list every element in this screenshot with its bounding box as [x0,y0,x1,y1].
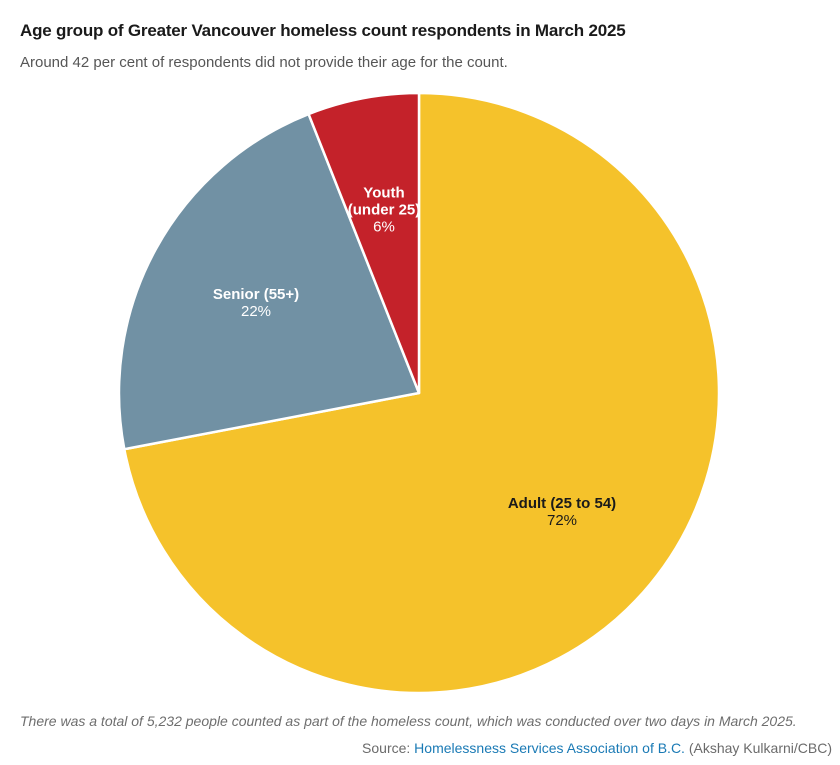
pie-slice-youth [307,91,421,395]
pie-slice-senior [117,112,421,451]
source-line: Source: Homelessness Services Associatio… [362,740,832,756]
source-link[interactable]: Homelessness Services Association of B.C… [414,740,685,756]
chart-title: Age group of Greater Vancouver homeless … [20,21,626,40]
pie-slice-adult [123,91,721,695]
source-prefix: Source: [362,740,415,756]
chart-footnote: There was a total of 5,232 people counte… [20,713,797,729]
chart-subtitle: Around 42 per cent of respondents did no… [20,54,508,71]
source-credit: (Akshay Kulkarni/CBC) [684,740,832,756]
